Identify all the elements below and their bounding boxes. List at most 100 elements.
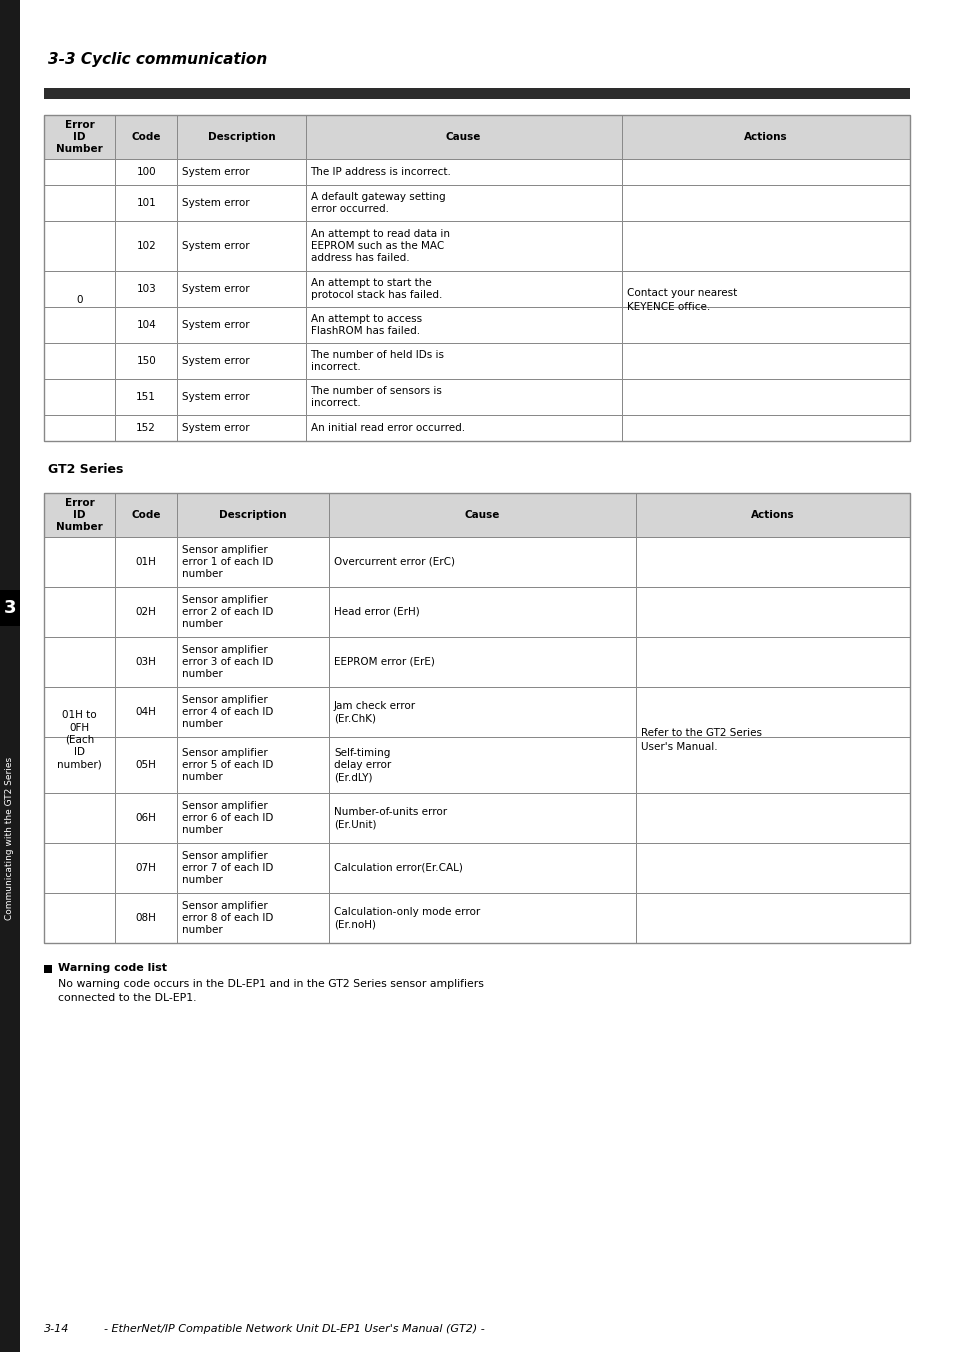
Text: 05H: 05H	[135, 760, 156, 771]
Bar	[177, 160, 305, 185]
Text: Sensor amplifier
error 3 of each ID
number: Sensor amplifier error 3 of each ID numb…	[182, 645, 274, 680]
Text: 02H: 02H	[135, 607, 156, 617]
Text: Sensor amplifier
error 7 of each ID
number: Sensor amplifier error 7 of each ID numb…	[182, 850, 274, 886]
Bar	[305, 270, 621, 307]
Bar	[115, 343, 177, 379]
Bar	[115, 637, 177, 687]
Bar	[115, 687, 177, 737]
Bar	[621, 220, 909, 270]
Bar	[0, 0, 20, 1352]
Bar	[329, 794, 636, 844]
Bar	[44, 493, 909, 537]
Bar	[115, 737, 177, 794]
Text: Jam check error
(Er.ChK): Jam check error (Er.ChK)	[334, 700, 416, 723]
Bar	[177, 894, 329, 942]
Text: No warning code occurs in the DL-EP1 and in the GT2 Series sensor amplifiers
con: No warning code occurs in the DL-EP1 and…	[58, 979, 483, 1003]
Bar	[115, 220, 177, 270]
Text: System error: System error	[182, 356, 250, 366]
Bar	[115, 415, 177, 441]
Text: Warning code list: Warning code list	[58, 963, 167, 973]
Text: System error: System error	[182, 241, 250, 251]
Text: Sensor amplifier
error 1 of each ID
number: Sensor amplifier error 1 of each ID numb…	[182, 545, 274, 580]
Bar	[621, 160, 909, 185]
Text: System error: System error	[182, 284, 250, 293]
Bar	[44, 343, 115, 379]
Bar	[44, 493, 909, 942]
Bar	[44, 537, 115, 587]
Text: Refer to the GT2 Series
User's Manual.: Refer to the GT2 Series User's Manual.	[640, 729, 761, 752]
Text: System error: System error	[182, 168, 250, 177]
Bar	[636, 844, 909, 894]
Bar	[621, 379, 909, 415]
Text: Sensor amplifier
error 4 of each ID
number: Sensor amplifier error 4 of each ID numb…	[182, 695, 274, 729]
Text: Overcurrent error (ErC): Overcurrent error (ErC)	[334, 557, 455, 566]
Bar	[329, 737, 636, 794]
Bar	[44, 844, 115, 894]
Bar	[636, 894, 909, 942]
Text: Code: Code	[132, 132, 161, 142]
Text: 104: 104	[136, 320, 156, 330]
Bar	[44, 185, 115, 220]
Text: Sensor amplifier
error 6 of each ID
number: Sensor amplifier error 6 of each ID numb…	[182, 800, 274, 836]
Bar	[177, 737, 329, 794]
Text: 3: 3	[4, 599, 16, 618]
Text: A default gateway setting
error occurred.: A default gateway setting error occurred…	[311, 192, 445, 214]
Bar	[621, 415, 909, 441]
Text: 06H: 06H	[135, 813, 156, 823]
Text: 151: 151	[136, 392, 156, 402]
Text: 07H: 07H	[135, 863, 156, 873]
Bar	[44, 687, 115, 737]
Text: 3-14: 3-14	[44, 1324, 70, 1334]
Text: 101: 101	[136, 197, 156, 208]
Bar	[636, 587, 909, 637]
Text: 03H: 03H	[135, 657, 156, 667]
Text: 152: 152	[136, 423, 156, 433]
Text: 103: 103	[136, 284, 156, 293]
Text: The number of held IDs is
incorrect.: The number of held IDs is incorrect.	[311, 350, 444, 372]
Text: EEPROM error (ErE): EEPROM error (ErE)	[334, 657, 435, 667]
Bar	[636, 687, 909, 737]
Bar	[44, 379, 115, 415]
Bar	[329, 537, 636, 587]
Bar	[44, 587, 115, 637]
Bar	[115, 537, 177, 587]
Bar	[621, 307, 909, 343]
Text: An initial read error occurred.: An initial read error occurred.	[311, 423, 464, 433]
Text: Sensor amplifier
error 2 of each ID
number: Sensor amplifier error 2 of each ID numb…	[182, 595, 274, 630]
Text: 100: 100	[136, 168, 156, 177]
Text: Sensor amplifier
error 5 of each ID
number: Sensor amplifier error 5 of each ID numb…	[182, 748, 274, 783]
Bar	[44, 894, 115, 942]
Text: 3-3 Cyclic communication: 3-3 Cyclic communication	[48, 51, 267, 68]
Bar	[329, 637, 636, 687]
Bar	[177, 270, 305, 307]
Bar	[44, 307, 115, 343]
Bar	[177, 687, 329, 737]
Bar	[636, 537, 909, 587]
Text: System error: System error	[182, 392, 250, 402]
Bar	[115, 379, 177, 415]
Bar	[621, 270, 909, 307]
Bar	[44, 160, 115, 185]
Text: Actions: Actions	[743, 132, 787, 142]
Bar	[0, 591, 20, 626]
Bar	[305, 220, 621, 270]
Bar	[115, 270, 177, 307]
Bar	[329, 587, 636, 637]
Bar	[115, 794, 177, 844]
Text: 0: 0	[76, 295, 83, 306]
Text: 08H: 08H	[135, 913, 156, 923]
Bar	[44, 88, 909, 99]
Text: - EtherNet/IP Compatible Network Unit DL-EP1 User's Manual (GT2) -: - EtherNet/IP Compatible Network Unit DL…	[104, 1324, 484, 1334]
Bar	[177, 220, 305, 270]
Text: Description: Description	[219, 510, 287, 521]
Text: Calculation-only mode error
(Er.noH): Calculation-only mode error (Er.noH)	[334, 907, 479, 929]
Bar	[305, 343, 621, 379]
Bar	[621, 343, 909, 379]
Bar	[115, 587, 177, 637]
Text: 102: 102	[136, 241, 156, 251]
Bar	[115, 307, 177, 343]
Bar	[305, 307, 621, 343]
Text: Contact your nearest
KEYENCE office.: Contact your nearest KEYENCE office.	[626, 288, 736, 311]
Bar	[44, 220, 115, 270]
Bar	[177, 637, 329, 687]
